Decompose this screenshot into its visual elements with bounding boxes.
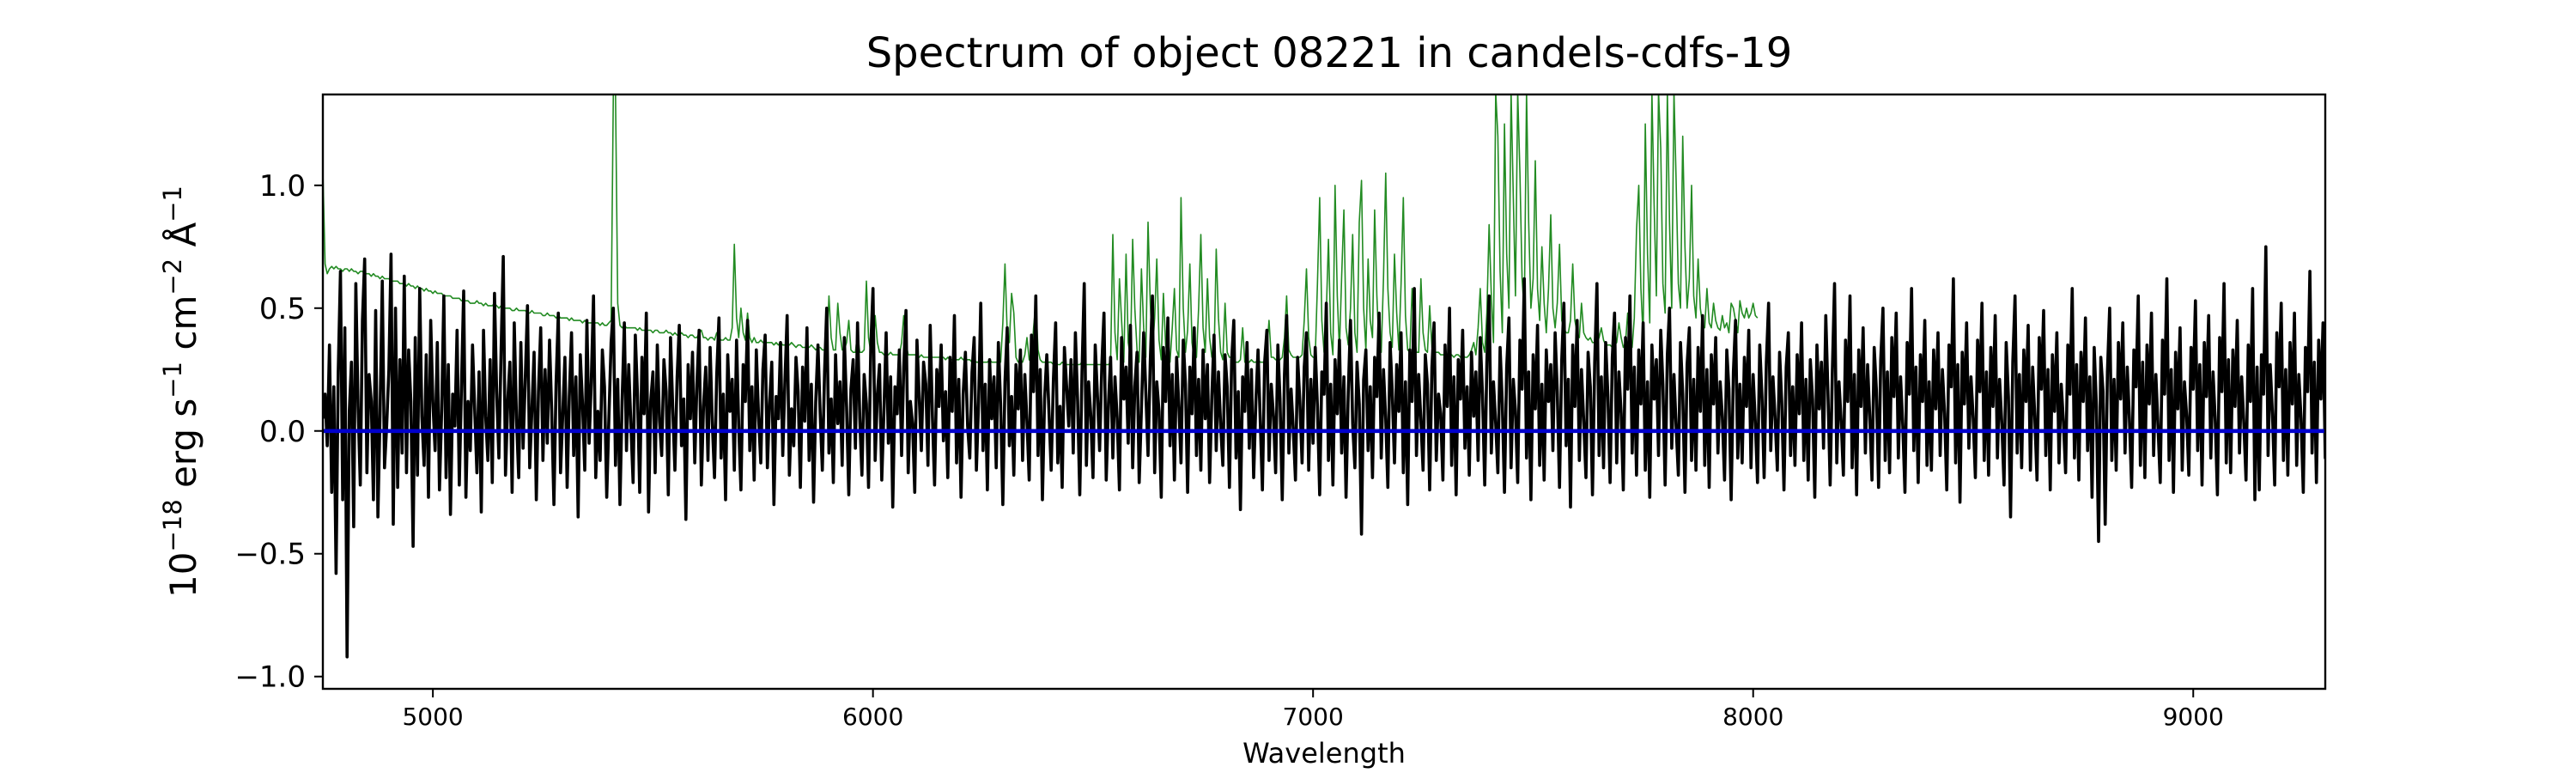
x-axis-label: Wavelength bbox=[1242, 737, 1406, 770]
x-tick-label: 6000 bbox=[842, 703, 903, 731]
y-tick-label: −0.5 bbox=[234, 538, 306, 572]
y-axis-label-exponent: −1 bbox=[158, 186, 187, 222]
y-axis-label-exponent: −1 bbox=[158, 362, 187, 399]
x-tick-label: 9000 bbox=[2163, 703, 2224, 731]
y-axis-label-part: Å bbox=[161, 222, 204, 259]
series-error-line bbox=[323, 94, 1759, 366]
y-axis-label-exponent: −18 bbox=[158, 499, 187, 551]
y-axis-label-part: 10 bbox=[162, 552, 204, 598]
y-axis: −1.0 −0.5 0.0 0.5 1.0 bbox=[234, 169, 323, 695]
series-layer bbox=[323, 94, 2325, 659]
x-tick-label: 7000 bbox=[1283, 703, 1344, 731]
y-tick-label: 0.0 bbox=[259, 415, 306, 449]
y-tick-label: 0.5 bbox=[259, 292, 306, 326]
y-tick-label: 1.0 bbox=[259, 169, 306, 204]
chart-title: Spectrum of object 08221 in candels-cdfs… bbox=[866, 29, 1793, 77]
plot-frame bbox=[321, 93, 2327, 691]
y-axis-label-exponent: −2 bbox=[158, 259, 187, 295]
x-tick-label: 8000 bbox=[1722, 703, 1783, 731]
x-tick-label: 5000 bbox=[402, 703, 463, 731]
y-axis-label-part: cm bbox=[162, 295, 204, 362]
series-flux-line bbox=[323, 245, 2325, 659]
y-axis-label: 10−18 erg s−1 cm−2 Å−1 bbox=[158, 186, 204, 598]
x-axis: 5000 6000 7000 8000 9000 bbox=[402, 689, 2224, 731]
y-tick-label: −1.0 bbox=[234, 660, 306, 695]
y-axis-label-part: erg s bbox=[162, 399, 204, 500]
